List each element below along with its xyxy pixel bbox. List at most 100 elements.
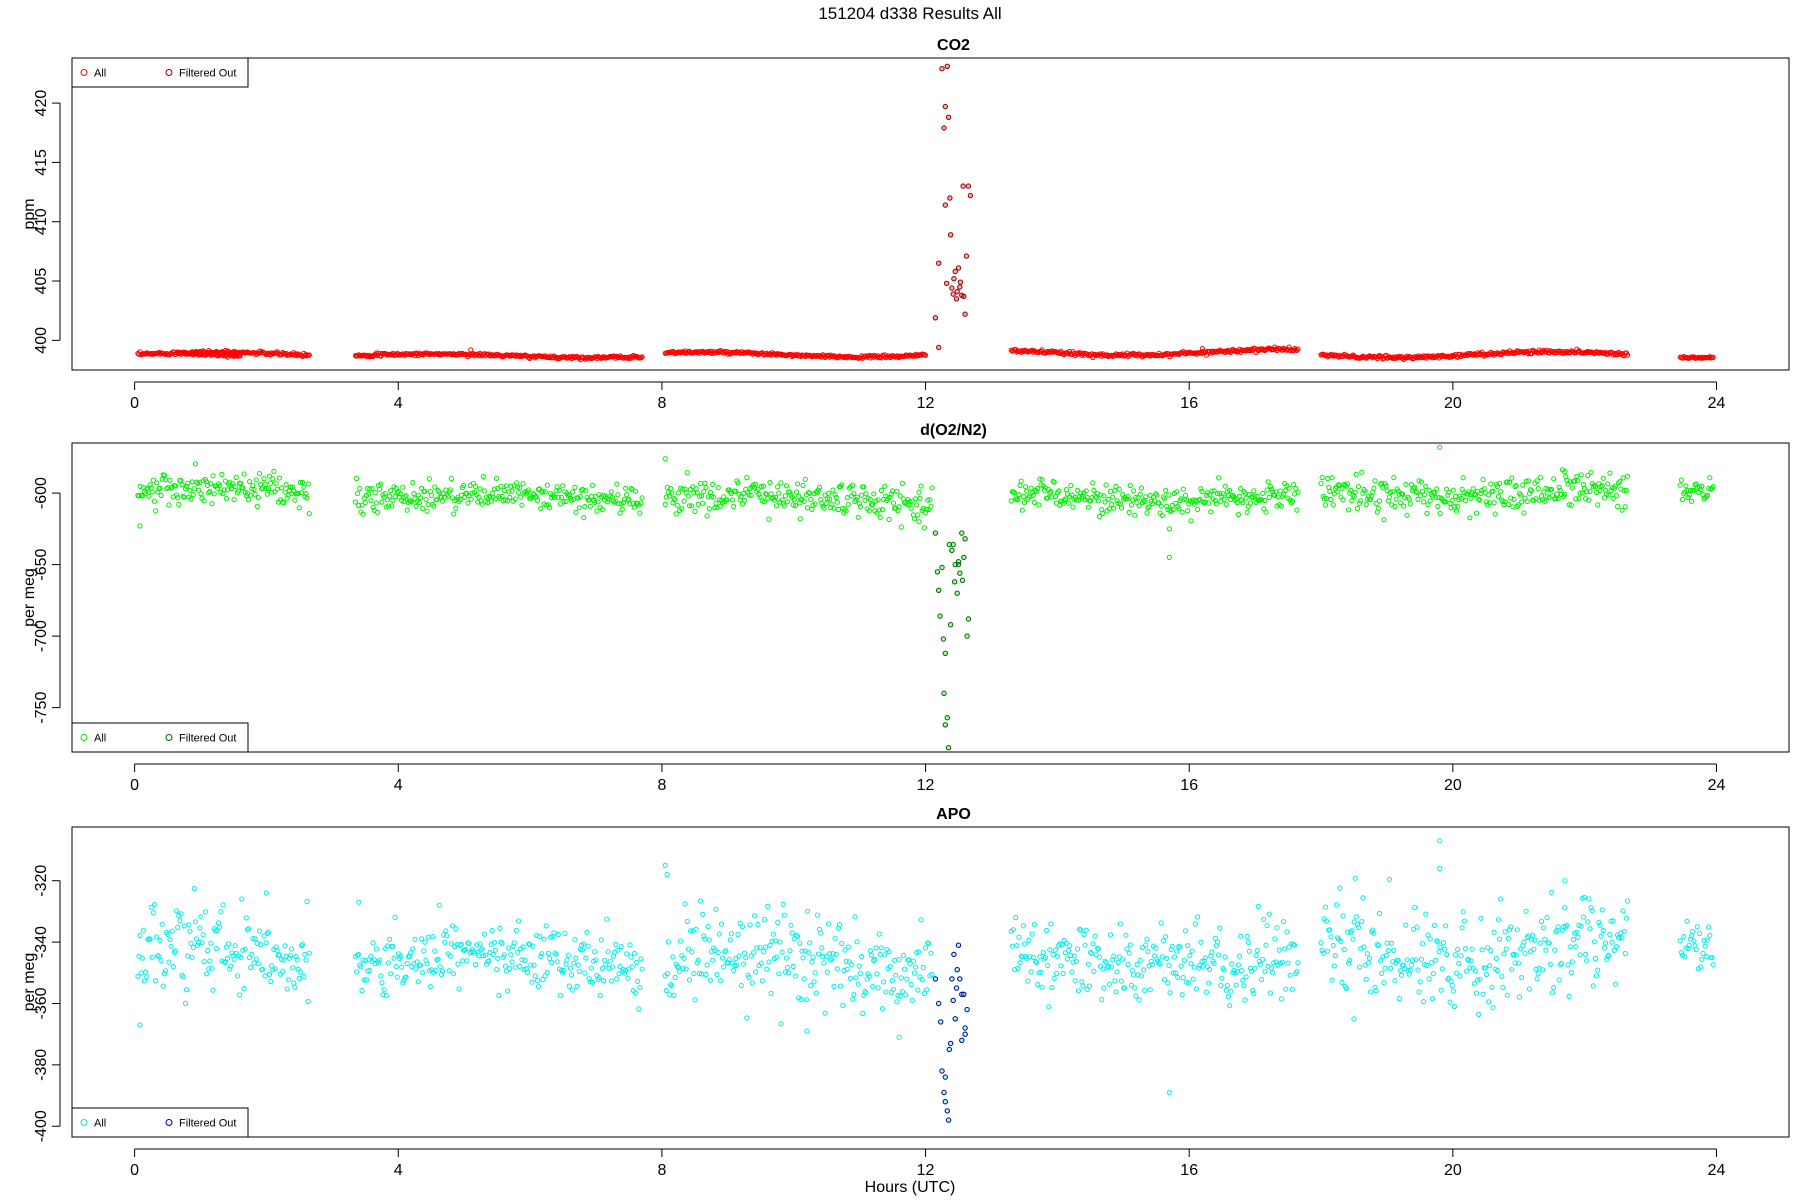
apo-point-all (815, 951, 822, 957)
o2n2-point-all (1491, 500, 1497, 506)
apo-point-all (832, 935, 838, 941)
o2n2-point-all (1529, 488, 1535, 494)
apo-point-all (249, 951, 255, 957)
apo-point-all (508, 952, 514, 958)
apo-point-all (200, 932, 206, 938)
apo-point-all (1099, 997, 1105, 1003)
o2n2-point-all (1129, 497, 1136, 503)
apo-point-all (1386, 876, 1393, 883)
apo-point-all (185, 953, 191, 959)
o2n2-point-all (710, 481, 716, 487)
o2n2-point-filtered (962, 536, 968, 542)
o2n2-point-all (1111, 505, 1117, 511)
apo-point-all (914, 949, 920, 956)
o2n2-point-all (428, 492, 435, 499)
apo-point-all (253, 956, 259, 962)
o2n2-point-all (791, 496, 797, 503)
o2n2-point-all (915, 512, 921, 518)
apo-point-all (1441, 946, 1448, 952)
o2n2-point-all (252, 491, 258, 497)
o2n2-point-all (697, 480, 704, 487)
apo-point-all (1093, 952, 1099, 958)
o2n2-point-all (1029, 490, 1035, 496)
apo-point-all (1020, 923, 1027, 929)
o2n2-point-all (1118, 505, 1125, 511)
apo-point-all (625, 975, 631, 981)
apo-point-all (1113, 989, 1119, 995)
o2n2-point-all (1251, 488, 1257, 494)
o2n2-point-all (1433, 494, 1439, 500)
apo-point-all (139, 955, 145, 961)
apo-point-all (541, 936, 547, 942)
apo-point-all (1323, 918, 1330, 924)
o2n2-point-all (824, 496, 831, 502)
o2n2-point-all (1166, 526, 1173, 532)
o2n2-point-all (766, 516, 772, 522)
o2n2-point-all (1588, 469, 1594, 475)
o2n2-point-all (379, 499, 385, 505)
o2n2-point-all (767, 479, 773, 486)
apo-point-all (197, 925, 203, 931)
o2n2-point-all (850, 482, 856, 488)
o2n2-point-all (843, 508, 849, 514)
apo-point-all (551, 930, 557, 936)
o2n2-point-all (555, 494, 561, 501)
apo-point-all (456, 986, 462, 992)
o2n2-point-all (685, 493, 692, 499)
apo-point-all (1430, 971, 1437, 977)
o2n2-point-all (1066, 500, 1072, 506)
o2n2-point-all (1154, 492, 1160, 498)
apo-point-all (1329, 977, 1335, 983)
o2n2-point-all (1321, 496, 1327, 502)
apo-point-filtered (944, 1108, 950, 1114)
co2-point-all (1505, 351, 1512, 357)
o2n2-point-all (706, 506, 712, 512)
o2n2-point-all (136, 493, 142, 499)
apo-point-filtered (950, 997, 956, 1004)
o2n2-point-all (781, 503, 787, 509)
co2-point-filtered (936, 260, 942, 266)
o2n2-legend-marker-filtered (165, 734, 173, 741)
apo-point-all (1392, 978, 1398, 984)
o2n2-point-all (1243, 495, 1249, 501)
o2n2-point-all (1369, 493, 1375, 499)
co2-point-all (237, 353, 243, 359)
o2n2-point-all (878, 487, 885, 494)
o2n2-point-all (765, 495, 771, 501)
o2n2-point-all (1454, 508, 1460, 514)
apo-point-all (1409, 957, 1416, 964)
o2n2-point-all (1616, 480, 1622, 486)
apo-point-all (294, 957, 300, 963)
apo-point-all (1366, 955, 1373, 961)
apo-point-all (1556, 977, 1562, 983)
o2n2-point-all (208, 481, 214, 487)
o2n2-point-all (821, 505, 827, 511)
o2n2-point-all (668, 486, 674, 492)
o2n2-point-all (1264, 487, 1270, 493)
apo-point-all (1609, 939, 1615, 945)
apo-point-all (856, 963, 862, 969)
apo-point-filtered (941, 1089, 947, 1096)
apo-point-all (900, 952, 907, 959)
o2n2-point-all (1446, 489, 1452, 495)
apo-point-all (615, 947, 621, 953)
apo-point-all (1167, 990, 1173, 996)
o2n2-point-all (1379, 480, 1385, 486)
apo-point-all (918, 917, 924, 923)
o2n2-point-all (1598, 483, 1604, 490)
apo-point-all (1509, 967, 1515, 973)
apo-point-all (1107, 932, 1114, 938)
o2n2-point-all (269, 489, 275, 495)
apo-point-all (227, 966, 233, 972)
o2n2-point-all (1500, 499, 1506, 505)
apo-point-all (1337, 885, 1343, 891)
apo-title: APO (936, 806, 971, 823)
apo-point-all (266, 971, 273, 977)
apo-point-all (608, 978, 614, 984)
apo-point-all (783, 955, 790, 961)
o2n2-point-all (1100, 510, 1106, 517)
apo-point-all (1619, 935, 1625, 941)
o2n2-point-all (1383, 483, 1389, 489)
apo-point-all (1117, 921, 1124, 927)
apo-point-all (207, 958, 213, 964)
